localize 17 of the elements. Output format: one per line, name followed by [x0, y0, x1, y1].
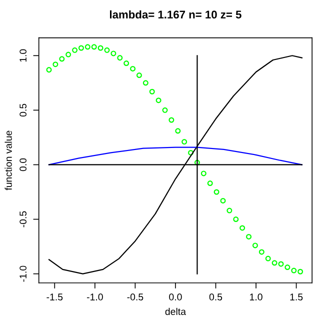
x-tick-label: 0.5 [209, 294, 222, 300]
x-tick-label: 1.5 [290, 294, 303, 300]
y-tick-label: 0.5 [20, 104, 27, 117]
x-tick-label: -1.5 [46, 294, 63, 300]
y-tick-label: 0.0 [20, 158, 27, 172]
x-tick-label: 1.0 [250, 294, 262, 300]
y-tick-label: 1.0 [20, 49, 27, 62]
x-tick-label: -1.0 [86, 294, 103, 300]
x-tick-label: 0.0 [169, 294, 182, 300]
line-series [48, 55, 302, 274]
line-series [48, 146, 302, 166]
x-axis-title: delta [165, 308, 186, 316]
y-axis-title: function value [4, 130, 12, 190]
y-tick-label: -0.5 [20, 211, 27, 228]
x-tick-label: -0.5 [127, 294, 144, 300]
y-tick-label: -1.0 [20, 266, 27, 282]
chart-title: lambda= 1.167 n= 10 z= 5 [110, 10, 242, 19]
